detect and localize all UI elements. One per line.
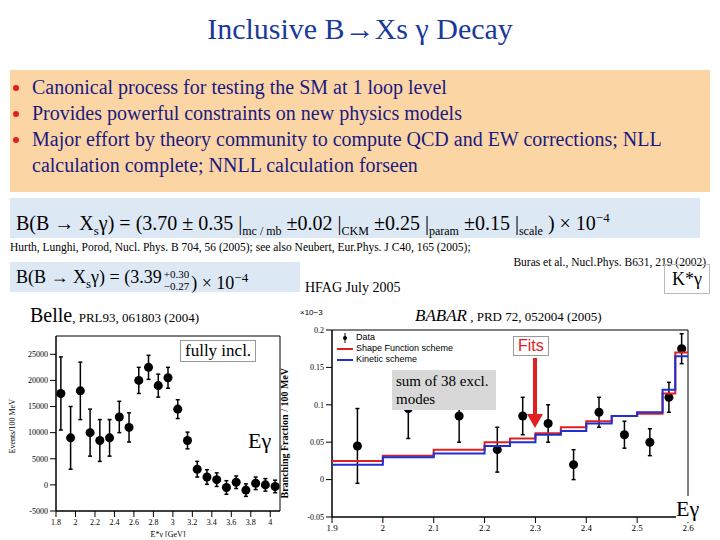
svg-text:Events/100 MeV: Events/100 MeV bbox=[8, 399, 17, 454]
html-text:Hurth, Lunghi, Porod, Nucl. Ph: Hurth, Lunghi, Porod, Nucl. Phys. B 704,… bbox=[10, 241, 471, 253]
svg-text:2.2: 2.2 bbox=[90, 518, 100, 527]
svg-text:2.1: 2.1 bbox=[428, 523, 439, 533]
svg-text:3.8: 3.8 bbox=[246, 518, 256, 527]
svg-text:1.8: 1.8 bbox=[51, 518, 61, 527]
html-text:HFAG July 2005: HFAG July 2005 bbox=[305, 280, 401, 295]
svg-text:0.15: 0.15 bbox=[310, 363, 324, 372]
html-text:fully incl.: fully incl. bbox=[185, 341, 252, 360]
svg-text:25000: 25000 bbox=[28, 350, 48, 359]
html-text:BABAR, PRD 72, 052004 (2005): BABAR, PRD 72, 052004 (2005) bbox=[415, 306, 602, 325]
html-text:×10−3: ×10−3 bbox=[300, 308, 323, 317]
svg-text:0: 0 bbox=[320, 475, 324, 484]
svg-text:2.4: 2.4 bbox=[109, 518, 119, 527]
html-text:Eγ: Eγ bbox=[248, 428, 272, 453]
svg-text:2.6: 2.6 bbox=[129, 518, 139, 527]
svg-text:Branching Fraction / 100 MeV: Branching Fraction / 100 MeV bbox=[280, 367, 290, 498]
svg-text:E*γ [GeV]: E*γ [GeV] bbox=[151, 530, 186, 537]
svg-text:-0.05: -0.05 bbox=[307, 513, 324, 522]
svg-text:2.5: 2.5 bbox=[632, 523, 644, 533]
html-text:Provides powerful constraints: Provides powerful constraints on new phy… bbox=[32, 102, 462, 124]
html-text:K*γ: K*γ bbox=[672, 269, 702, 289]
svg-text:2.2: 2.2 bbox=[479, 523, 490, 533]
html-text:Eγ: Eγ bbox=[676, 496, 700, 521]
svg-text:3.6: 3.6 bbox=[226, 518, 236, 527]
svg-text:2.4: 2.4 bbox=[581, 523, 593, 533]
html-text:Major effort by theory communi: Major effort by theory community to comp… bbox=[32, 128, 661, 176]
html-text:Shape Function scheme: Shape Function scheme bbox=[356, 343, 454, 353]
svg-text:0.1: 0.1 bbox=[314, 401, 324, 410]
html-text:Kinetic scheme: Kinetic scheme bbox=[356, 354, 417, 364]
svg-text:4: 4 bbox=[268, 518, 272, 527]
svg-text:20000: 20000 bbox=[28, 376, 48, 385]
svg-text:2.6: 2.6 bbox=[682, 523, 694, 533]
svg-text:3: 3 bbox=[171, 518, 175, 527]
svg-text:2.3: 2.3 bbox=[530, 523, 542, 533]
svg-text:3.2: 3.2 bbox=[187, 518, 197, 527]
svg-text:2: 2 bbox=[73, 518, 77, 527]
svg-text:0.2: 0.2 bbox=[314, 326, 324, 335]
svg-text:2: 2 bbox=[381, 523, 386, 533]
svg-text:2.8: 2.8 bbox=[148, 518, 158, 527]
html-text:Canonical process for testing: Canonical process for testing the SM at … bbox=[32, 76, 447, 98]
html-text:Fits: Fits bbox=[518, 337, 544, 354]
svg-text:5000: 5000 bbox=[32, 455, 48, 464]
svg-text:-5000: -5000 bbox=[29, 507, 48, 516]
html-text:Inclusive B→Xs γ Decay: Inclusive B→Xs γ Decay bbox=[207, 12, 513, 45]
svg-text:15000: 15000 bbox=[28, 402, 48, 411]
html-text:sum of 38 excl. modes: sum of 38 excl. modes bbox=[396, 373, 489, 407]
html-text:Belle, PRL93, 061803 (2004): Belle, PRL93, 061803 (2004) bbox=[30, 304, 199, 326]
html-text:−0.27) × 10−4: −0.27) × 10−4 bbox=[163, 269, 249, 293]
svg-text:0: 0 bbox=[44, 481, 48, 490]
html-text:B(B → Xsγ) = (3.70 ± 0.35 |mc: B(B → Xsγ) = (3.70 ± 0.35 |mc / mb ±0.02… bbox=[16, 210, 610, 238]
svg-text:1.9: 1.9 bbox=[326, 523, 338, 533]
html-text:Data: Data bbox=[356, 332, 375, 342]
svg-text:3.4: 3.4 bbox=[207, 518, 217, 527]
svg-text:10000: 10000 bbox=[28, 428, 48, 437]
svg-text:0.05: 0.05 bbox=[310, 438, 324, 447]
html-text:Buras et al., Nucl.Phys. B631,: Buras et al., Nucl.Phys. B631, 219 (2002… bbox=[513, 256, 706, 268]
html-text:B(B → Xsγ) = (3.39+0.30: B(B → Xsγ) = (3.39+0.30 bbox=[16, 267, 190, 291]
